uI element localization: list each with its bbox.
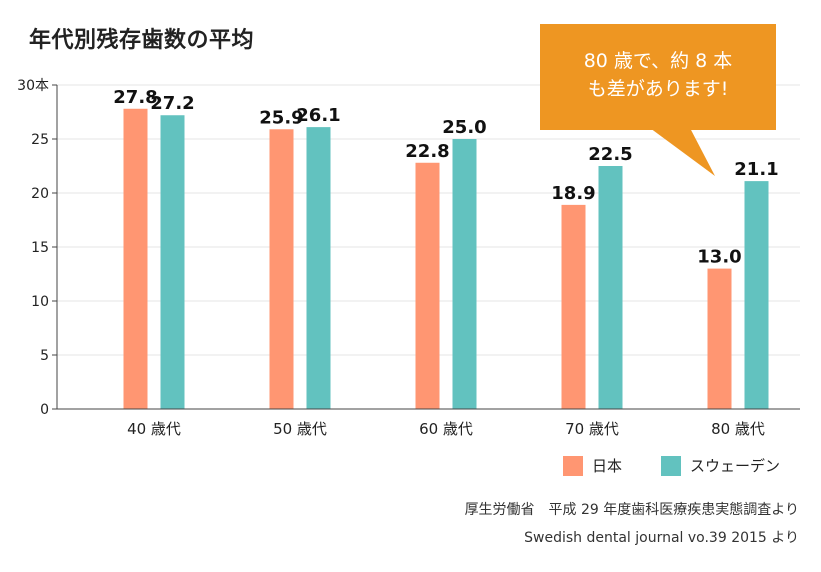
data-label-sweden: 21.1 [734,159,778,180]
legend-label-sweden: スウェーデン [690,457,781,475]
data-labels: 27.827.2 25.926.1 22.8 25.0 18.9 22.5 13.0 21.1 [113,87,778,268]
legend-item-japan: 日本 [563,455,622,476]
legend-item-sweden: スウェーデン [661,455,780,476]
bar-japan [561,204,586,409]
legend-swatch-sweden [661,455,681,476]
data-label-japan: 18.9 [551,183,595,204]
bar-sweden [452,139,477,409]
data-label-japan: 27.8 [113,87,157,108]
bar-sweden [598,166,623,409]
data-label-sweden: 22.5 [588,144,632,165]
data-label-japan: 13.0 [697,247,741,268]
source-line-1: 厚生労働省 平成 29 年度歯科医療疾患実態調査より [464,502,799,518]
x-tick-label: 70 歳代 [565,420,619,438]
bar-japan [269,129,294,409]
x-tick-label: 40 歳代 [127,420,181,438]
y-axis-ticks: 0 5 10 15 20 25 30本 [17,78,57,418]
data-label-sweden: 27.2 [150,93,194,114]
callout-pointer [650,128,715,176]
bar-japan [707,268,732,409]
bar-sweden [306,127,331,410]
bar-sweden [160,115,185,410]
x-tick-label: 80 歳代 [711,420,765,438]
data-label-japan: 25.9 [259,107,303,128]
y-tick-label: 0 [40,402,49,418]
x-tick-label: 50 歳代 [273,420,327,438]
y-tick-label: 20 [31,186,49,202]
y-tick-label: 5 [40,348,49,364]
callout-line-1: 80 歳で、約 8 本 [583,50,733,72]
source-line-2: Swedish dental journal vo.39 2015 より [524,530,799,546]
bar-sweden [744,181,769,409]
page-title: 年代別残存歯数の平均 [29,28,255,53]
legend-label-japan: 日本 [592,457,623,475]
bars [123,108,769,410]
data-label-sweden: 26.1 [296,105,340,126]
x-tick-label: 60 歳代 [419,420,473,438]
y-tick-label: 30本 [17,78,49,94]
y-tick-label: 10 [31,294,49,310]
data-label-japan: 22.8 [405,141,449,162]
y-tick-label: 15 [31,240,49,256]
callout-line-2: も差があります! [587,78,729,100]
x-axis-ticks: 40 歳代 50 歳代 60 歳代 70 歳代 80 歳代 [127,420,765,438]
bar-japan [123,108,148,409]
y-tick-label: 25 [31,132,49,148]
callout-box: 80 歳で、約 8 本 も差があります! [540,24,776,130]
data-label-sweden: 25.0 [442,117,486,138]
bar-japan [415,162,440,409]
legend-swatch-japan [563,455,583,476]
